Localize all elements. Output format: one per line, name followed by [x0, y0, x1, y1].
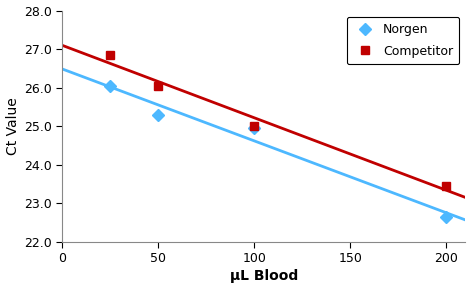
Legend: Norgen, Competitor: Norgen, Competitor	[347, 17, 459, 64]
X-axis label: μL Blood: μL Blood	[229, 269, 298, 284]
Y-axis label: Ct Value: Ct Value	[6, 97, 20, 155]
